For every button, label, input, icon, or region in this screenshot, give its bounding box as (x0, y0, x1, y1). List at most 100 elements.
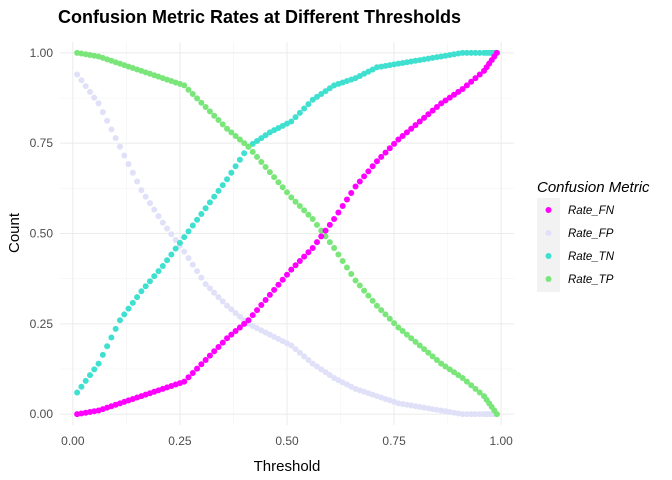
y-tick-label: 1.00 (30, 46, 54, 60)
data-point (455, 372, 462, 379)
y-tick-label: 0.25 (30, 317, 54, 331)
data-point (313, 93, 320, 100)
data-point (189, 369, 196, 376)
data-point (266, 291, 273, 298)
data-point (194, 365, 201, 372)
data-point (219, 339, 226, 346)
data-point (408, 125, 415, 132)
data-point (271, 286, 278, 293)
axis-ticks: 0.00 0.25 0.50 0.75 1.00 0.00 0.25 0.50 0.75 1.00 (30, 46, 514, 448)
data-point (211, 348, 218, 355)
data-point (116, 143, 123, 150)
data-point (284, 189, 290, 196)
data-point (391, 140, 398, 147)
data-point (463, 82, 470, 89)
legend-items: Rate_FN Rate_FP Rate_TN Rate_TP (545, 205, 615, 286)
data-point (451, 369, 458, 376)
data-point (236, 324, 243, 331)
data-point (326, 85, 333, 92)
data-point (429, 107, 436, 114)
data-point (254, 153, 261, 160)
data-point (249, 140, 256, 147)
data-point (399, 132, 406, 139)
legend-key-Rate_TN (545, 253, 552, 259)
data-point (168, 251, 175, 258)
data-point (258, 302, 265, 309)
data-point (185, 374, 192, 381)
legend-label: Rate_FP (568, 228, 614, 240)
data-point (206, 108, 213, 115)
data-point (228, 331, 235, 338)
data-point (138, 187, 145, 194)
data-point (326, 372, 333, 379)
legend-key-Rate_FN (545, 207, 552, 213)
data-point (228, 129, 235, 136)
data-point (198, 361, 205, 368)
data-point (82, 377, 89, 384)
data-point (215, 117, 222, 124)
data-point (472, 411, 479, 418)
data-point (438, 100, 445, 107)
data-point (373, 302, 380, 309)
data-point (343, 264, 350, 271)
data-point (211, 112, 218, 119)
data-point (305, 356, 312, 363)
data-point (121, 152, 128, 159)
data-point (476, 49, 483, 56)
data-point (258, 135, 265, 142)
legend-label: Rate_TN (568, 251, 615, 263)
data-point (421, 114, 428, 121)
data-point (322, 88, 329, 95)
data-point (412, 122, 419, 129)
data-point (78, 77, 85, 84)
legend-key-Rate_TP (545, 276, 552, 282)
data-point (232, 163, 239, 170)
data-point (138, 288, 145, 295)
data-point (151, 206, 158, 213)
data-point (249, 148, 256, 155)
data-point (463, 411, 470, 418)
data-point (215, 343, 222, 350)
data-point (395, 136, 402, 143)
data-point (168, 231, 175, 238)
data-point (202, 356, 209, 363)
data-point (348, 190, 355, 197)
data-point (236, 313, 243, 320)
data-point (403, 129, 410, 136)
data-point (463, 49, 470, 56)
data-point (232, 132, 239, 139)
data-point (129, 299, 136, 306)
data-point (194, 216, 201, 223)
data-point (164, 225, 171, 232)
data-point (142, 193, 149, 200)
data-point (369, 297, 376, 304)
data-point (326, 239, 333, 246)
data-point (288, 342, 295, 349)
data-point (335, 209, 342, 216)
data-point (224, 125, 231, 132)
data-point (185, 86, 192, 93)
data-point (181, 248, 188, 255)
data-point (219, 182, 226, 189)
data-point (301, 353, 308, 360)
data-point (378, 153, 385, 160)
data-point (292, 262, 299, 269)
data-point (352, 183, 359, 190)
data-point (241, 320, 248, 327)
data-point (241, 140, 248, 147)
data-point (236, 156, 243, 163)
data-point (228, 306, 235, 313)
data-point (164, 257, 171, 264)
plot-points (74, 49, 500, 418)
data-point (202, 205, 209, 212)
data-point (292, 198, 299, 205)
legend-label: Rate_FN (568, 205, 615, 217)
data-point (181, 82, 188, 89)
series-Rate_FP (74, 71, 500, 418)
legend-label: Rate_TP (568, 274, 614, 286)
data-point (292, 346, 299, 353)
data-point (194, 95, 201, 102)
data-point (309, 360, 316, 367)
data-point (176, 239, 183, 246)
